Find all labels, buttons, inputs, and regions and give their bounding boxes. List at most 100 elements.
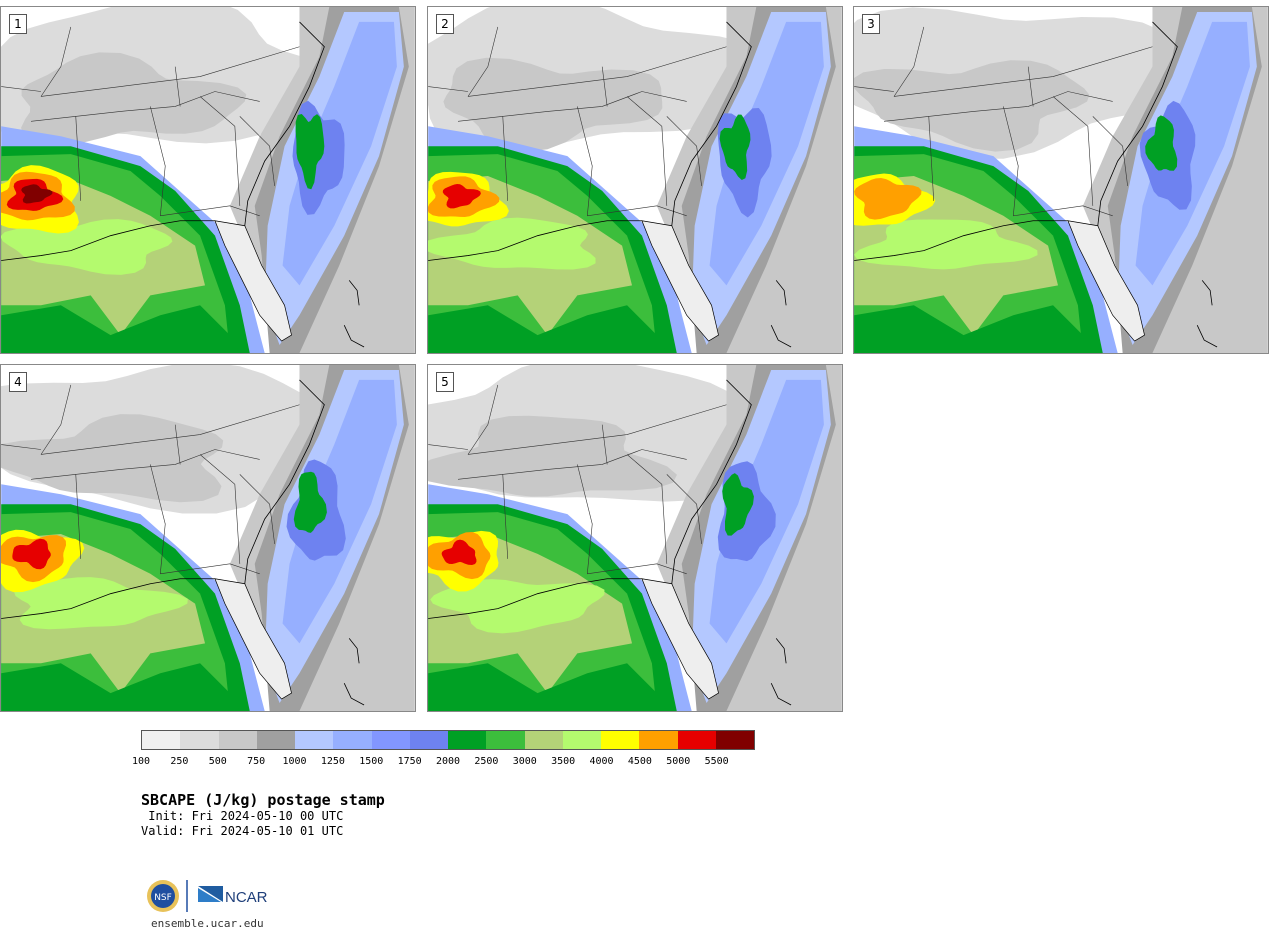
state-border <box>1003 106 1019 216</box>
colorbar-swatch <box>295 731 334 749</box>
colorbar-swatch <box>601 731 640 749</box>
state-border <box>160 205 260 217</box>
colorbar-label: 3000 <box>512 756 537 767</box>
panel-2: 2 <box>427 6 843 354</box>
state-border <box>577 464 593 574</box>
sbcape-map <box>428 7 842 353</box>
panel-number: 5 <box>436 372 454 392</box>
state-border <box>928 116 935 201</box>
cape-gulf-dkgreen-south <box>428 305 667 353</box>
colorbar-swatch <box>409 731 448 749</box>
state-border <box>150 106 166 216</box>
state-border <box>239 474 275 545</box>
colorbar-label: 1750 <box>397 756 422 767</box>
colorbar-swatch <box>677 731 716 749</box>
gulf-coastline <box>1 220 215 261</box>
colorbar <box>141 730 755 750</box>
cape-core-red <box>441 539 477 565</box>
cape-core-orange <box>854 178 922 220</box>
state-border <box>502 116 509 201</box>
panel-number: 4 <box>9 372 27 392</box>
state-border <box>666 116 702 187</box>
sbcape-map <box>1 7 415 353</box>
cape-gulf-dkgreen-south <box>1 305 240 353</box>
colorbar-label: 5000 <box>666 756 691 767</box>
cape-gulf-lime <box>854 219 1038 270</box>
colorbar-label: 1500 <box>359 756 384 767</box>
cape-gulf-lime <box>13 577 188 630</box>
state-border <box>457 91 687 122</box>
cape-gray-field-2 <box>21 52 247 146</box>
atlantic-coastline <box>244 379 325 584</box>
colorbar-label: 500 <box>208 756 227 767</box>
init-time: Init: Fri 2024-05-10 00 UTC <box>141 809 344 823</box>
colorbar-swatch <box>524 731 563 749</box>
state-border <box>467 404 727 455</box>
cape-gray-field-2 <box>1 414 224 503</box>
ncar-logo-text: NCAR <box>225 889 268 906</box>
panel-number: 2 <box>436 14 454 34</box>
cape-ocean-green <box>1145 115 1178 171</box>
state-border <box>467 46 727 97</box>
cape-ocean-green <box>719 114 751 180</box>
nsf-seal-text: NSF <box>154 893 172 903</box>
state-border <box>626 454 668 564</box>
cape-gulf-dkgreen-south <box>1 663 240 711</box>
state-border <box>239 116 275 187</box>
cape-gulf-dkgreen-south <box>428 663 667 711</box>
cape-core-red <box>442 183 481 209</box>
state-border <box>626 96 668 206</box>
colorbar-label: 250 <box>170 756 189 767</box>
bahamas-islands <box>770 280 792 348</box>
state-border <box>428 86 469 92</box>
cape-gulf-lime <box>428 217 596 270</box>
cape-gulf-lime <box>430 579 605 634</box>
colorbar-label: 5500 <box>704 756 729 767</box>
state-border <box>1 86 42 92</box>
colorbar-label: 2000 <box>435 756 461 767</box>
state-border <box>75 116 82 201</box>
state-border <box>150 464 166 574</box>
panel-3: 3 <box>853 6 1269 354</box>
state-border <box>601 66 608 107</box>
state-border <box>467 26 499 97</box>
colorbar-swatch <box>486 731 525 749</box>
bahamas-islands <box>770 638 792 706</box>
colorbar-label: 100 <box>131 756 151 767</box>
colorbar-swatch <box>448 731 487 749</box>
state-border <box>587 205 687 217</box>
atlantic-coastline <box>671 379 752 584</box>
state-border <box>75 474 82 559</box>
cape-gulf-lime <box>1 219 173 275</box>
nsf-seal-icon: NSF <box>147 880 179 912</box>
state-border <box>854 86 895 92</box>
state-border <box>40 26 72 97</box>
ncar-logo-icon: NCAR <box>198 886 268 906</box>
colorbar-label: 1250 <box>320 756 345 767</box>
bahamas-islands <box>343 280 365 348</box>
bahamas-islands <box>1196 280 1218 348</box>
cape-ocean-green <box>295 113 325 190</box>
colorbar-swatch <box>256 731 295 749</box>
state-border <box>502 474 509 559</box>
state-border <box>428 444 469 450</box>
atlantic-coastline <box>671 21 752 226</box>
colorbar-label: 4000 <box>589 756 614 767</box>
state-border <box>160 563 260 575</box>
chart-title: SBCAPE (J/kg) postage stamp <box>141 791 385 809</box>
state-border <box>1 444 42 450</box>
colorbar-swatch <box>562 731 601 749</box>
state-border <box>174 424 181 465</box>
colorbar-swatch <box>142 731 181 749</box>
state-border <box>1013 205 1113 217</box>
cape-gulf-dkgreen-south <box>854 305 1093 353</box>
bahamas-islands <box>343 638 365 706</box>
cape-core-red <box>12 538 51 570</box>
panel-5: 5 <box>427 364 843 712</box>
colorbar-swatch <box>333 731 372 749</box>
florida-peninsula <box>641 220 719 342</box>
atlantic-coastline <box>1097 21 1178 226</box>
atlantic-coastline <box>244 21 325 226</box>
colorbar-label: 4500 <box>627 756 652 767</box>
colorbar-label: 2500 <box>474 756 499 767</box>
